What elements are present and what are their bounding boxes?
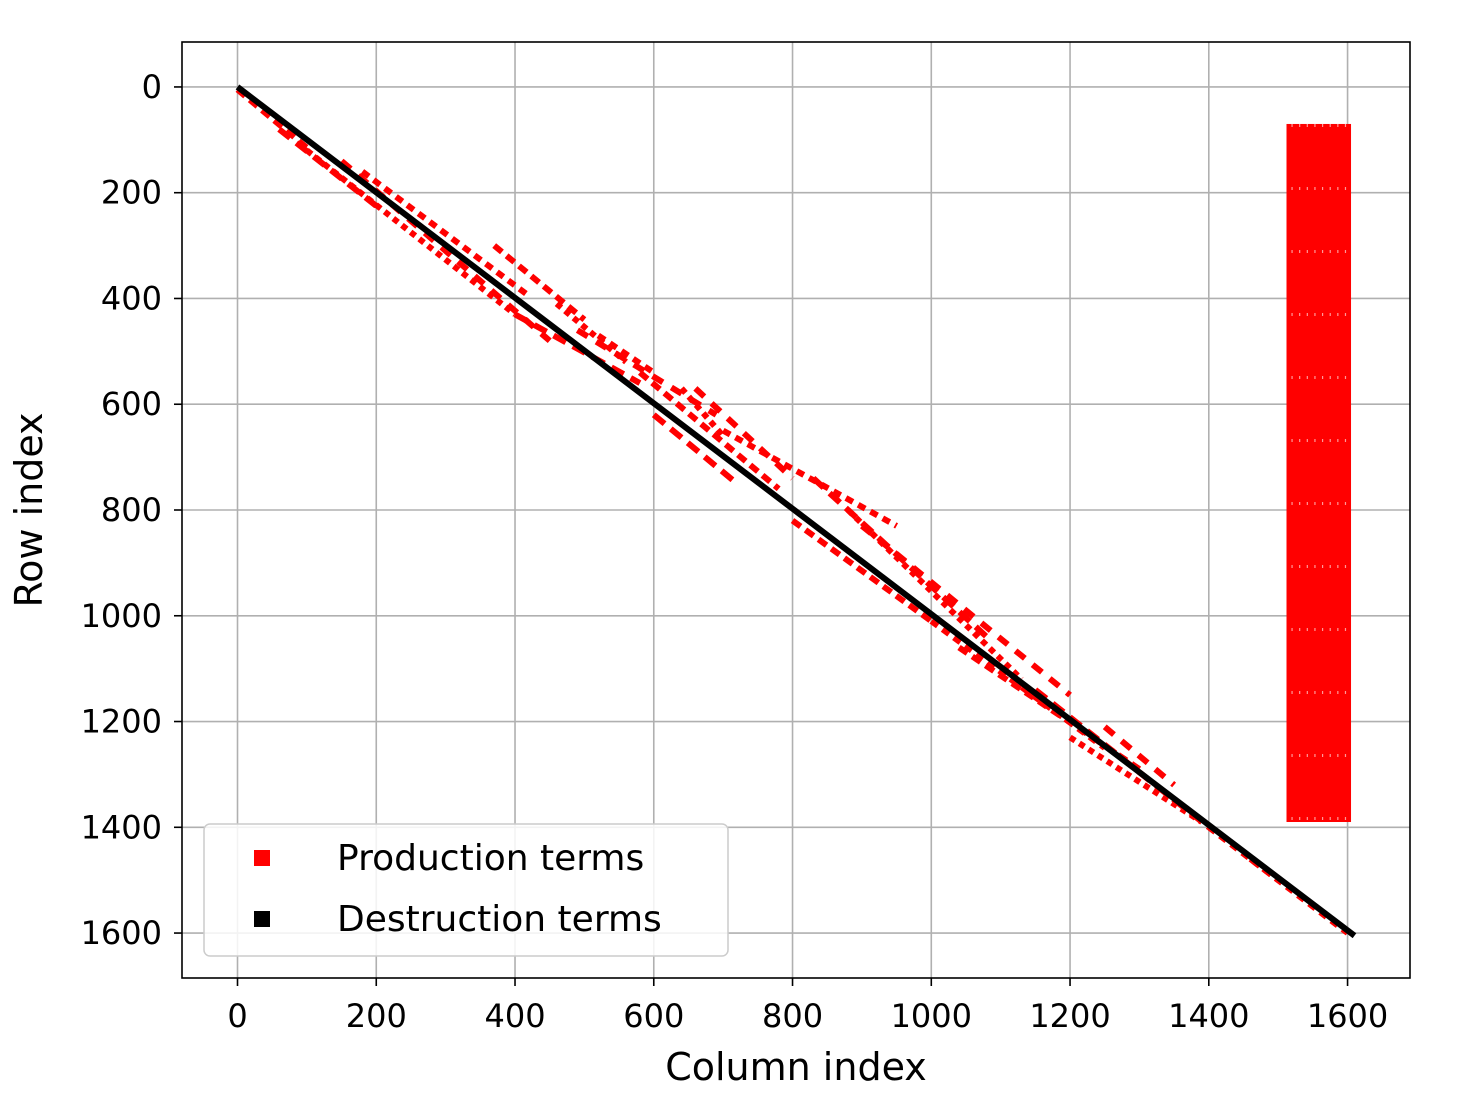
y-tick-label: 600	[101, 385, 162, 423]
production-terms-band	[860, 523, 1072, 698]
x-tick-label: 400	[484, 997, 545, 1035]
y-axis-title: Row index	[7, 412, 51, 607]
production-terms-band	[929, 618, 1107, 751]
production-terms-band	[637, 370, 781, 492]
x-tick-label: 1200	[1029, 997, 1110, 1035]
production-terms-band	[596, 332, 656, 376]
production-terms-band	[360, 169, 531, 299]
production-terms-band	[305, 148, 517, 317]
production-terms-band	[1102, 724, 1177, 788]
y-tick-label: 1400	[81, 808, 162, 846]
production-terms-band	[651, 412, 739, 486]
y-tick-label: 400	[101, 279, 162, 317]
x-tick-label: 1600	[1307, 997, 1388, 1035]
x-tick-label: 200	[346, 997, 407, 1035]
y-tick-label: 1200	[81, 703, 162, 741]
x-tick-label: 1400	[1168, 997, 1249, 1035]
y-tick-label: 1600	[81, 914, 162, 952]
y-tick-label: 200	[101, 174, 162, 212]
production-terms-band	[845, 507, 1024, 682]
x-tick-label: 1000	[891, 997, 972, 1035]
y-tick-label: 1000	[81, 597, 162, 635]
y-tick-label: 800	[101, 491, 162, 529]
production-terms-band	[790, 518, 934, 624]
y-tick-label: 0	[142, 68, 162, 106]
x-axis-title: Column index	[665, 1045, 927, 1089]
production-terms-band	[721, 428, 899, 529]
x-tick-label: 0	[227, 997, 247, 1035]
plot-marks	[235, 84, 1357, 939]
legend-swatch-production	[254, 850, 270, 866]
legend-swatch-destruction	[254, 911, 270, 927]
legend-box	[203, 823, 729, 957]
destruction-terms-diagonal	[235, 84, 1357, 939]
production-terms-band	[554, 301, 628, 365]
legend: Production terms Destruction terms	[203, 823, 729, 957]
ticks: 0 200 400 600 800 1000 1200 1400 1600 0 200 400 600 8…	[81, 68, 1389, 1035]
x-tick-label: 800	[762, 997, 823, 1035]
production-terms-band	[1068, 734, 1204, 825]
x-tick-label: 600	[623, 997, 684, 1035]
production-terms-block	[1286, 123, 1352, 822]
legend-label-destruction: Destruction terms	[337, 899, 662, 940]
production-terms-band	[492, 243, 587, 322]
legend-label-production: Production terms	[337, 838, 644, 879]
